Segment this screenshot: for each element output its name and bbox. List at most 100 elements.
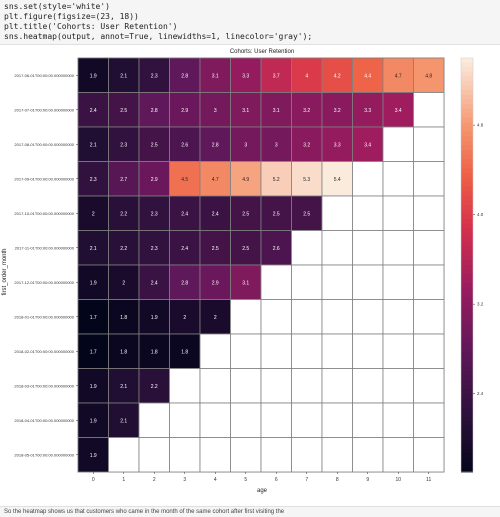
y-tick-label: 2017-11-01T00:00:00.000000000 [15,245,75,250]
x-tick-label: 4 [214,477,217,483]
heatmap-cell-empty [291,299,323,335]
colorbar-segment [461,99,473,105]
colorbar-segment [461,311,473,317]
heatmap-cell [321,92,353,128]
heatmap-cell-empty [382,437,414,473]
heatmap-cell-empty [291,264,323,300]
colorbar-segment [461,140,473,146]
y-axis-label: first_order_month [2,248,8,295]
colorbar-segment [461,301,473,307]
colorbar-segment [461,435,473,441]
heatmap-cell [108,126,140,162]
colorbar-segment [461,357,473,363]
colorbar-segment [461,214,473,220]
heatmap-cell [169,299,201,335]
heatmap-cell [169,92,201,128]
colorbar-segment [461,389,473,395]
colorbar-tick-label: 3.2 [477,302,484,307]
heatmap-cell [138,126,170,162]
colorbar-segment [461,320,473,326]
heatmap-cell-empty [382,161,414,197]
colorbar-segment [461,108,473,114]
heatmap-cell-empty [260,368,292,404]
heatmap-cell [199,57,231,93]
heatmap-cell-label: 3.1 [212,73,219,79]
colorbar-segment [461,228,473,234]
colorbar-segment [461,393,473,399]
heatmap-cell-empty [260,333,292,369]
heatmap-cell-label: 4.8 [425,73,432,79]
heatmap-cell-empty [413,264,445,300]
heatmap-cell-empty [291,402,323,438]
colorbar-segment [461,324,473,330]
code-line-1: sns.set(style='white') [4,2,110,11]
heatmap-cell [77,92,109,128]
heatmap-cell-empty [199,368,231,404]
colorbar-segment [461,113,473,119]
heatmap-cell [260,92,292,128]
heatmap-cell-empty [260,299,292,335]
x-tick-label: 10 [395,477,401,483]
heatmap-cell-empty [260,402,292,438]
heatmap-cell [291,195,323,231]
colorbar-segment [461,315,473,321]
heatmap-cell-label: 3.4 [395,108,402,114]
colorbar-segment [461,329,473,335]
colorbar-segment [461,104,473,110]
colorbar-segment [461,85,473,91]
colorbar-segment [461,219,473,225]
heatmap-cell-empty [108,437,140,473]
x-tick-label: 7 [305,477,308,483]
heatmap-cell-label: 2.5 [242,246,249,252]
heatmap-cell [169,161,201,197]
colorbar-segment [461,352,473,358]
heatmap-cell-labels: 1.9 2.1 2.3 2.8 3.1 3.3 3.7 4 4.2 4.4 4.7 4.8 2.4 2.5… [90,73,433,459]
heatmap-cell [321,126,353,162]
colorbar-segment [461,462,473,468]
heatmap-cell [199,299,231,335]
heatmap-cell-label: 1.8 [181,349,188,355]
x-tick-label: 5 [244,477,247,483]
colorbar-segment [461,260,473,266]
colorbar-segment [461,467,473,473]
heatmap-cell-label: 4.2 [334,73,341,79]
y-tick-label: 2017-07-01T00:00:00.000000000 [14,107,74,112]
heatmap-cell-label: 2.8 [181,280,188,286]
heatmap-cell-label: 2.1 [90,142,97,148]
heatmap-cell-empty [413,161,445,197]
heatmap-cell [230,264,262,300]
colorbar-segment [461,288,473,294]
heatmap-cell [352,92,384,128]
heatmap-cell-label: 1.9 [90,280,97,286]
heatmap-cell [108,402,140,438]
y-tick-label: 2017-12-01T00:00:00.000000000 [14,280,74,285]
heatmap-cell-label: 1.9 [90,73,97,79]
heatmap-cell-label: 1.9 [151,315,158,321]
colorbar-segment [461,196,473,202]
heatmap-cell-label: 3 [244,142,247,148]
heatmap-cell-empty [413,126,445,162]
heatmap-cell-label: 3.3 [364,108,371,114]
heatmap-cell-empty [382,264,414,300]
colorbar-segment [461,117,473,123]
heatmap-cell-label: 2 [214,315,217,321]
heatmap-cell [138,264,170,300]
heatmap-cell [108,368,140,404]
heatmap-cell-label: 3 [275,142,278,148]
heatmap-cell [138,57,170,93]
colorbar-segment [461,67,473,73]
x-axis-label: age [257,488,268,494]
heatmap-cell-label: 2.3 [151,246,158,252]
colorbar-segment [461,186,473,192]
heatmap-cell-label: 3.2 [334,108,341,114]
colorbar-segment [461,71,473,77]
heatmap-cell-empty [382,126,414,162]
x-tick-label: 0 [92,477,95,483]
heatmap-cell-label: 2.8 [181,73,188,79]
colorbar-segment [461,380,473,386]
heatmap-cell [77,264,109,300]
code-line-2: plt.figure(figsize=(23, 18)) [4,12,139,21]
heatmap-cell [413,57,445,93]
code-cell[interactable]: sns.set(style='white') plt.figure(figsiz… [0,0,500,45]
colorbar-segment [461,412,473,418]
